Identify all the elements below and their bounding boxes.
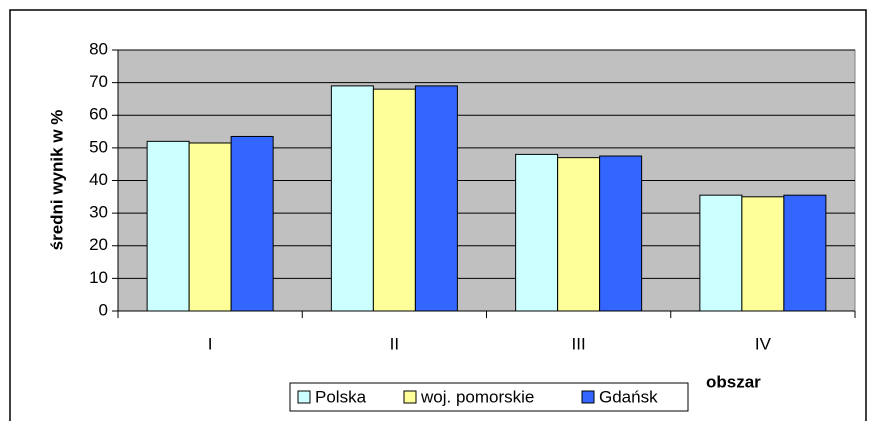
y-tick-label: 80 [89,39,108,58]
y-tick-label: 50 [89,137,108,156]
y-tick-label: 20 [89,235,108,254]
x-tick-label: III [572,334,586,353]
bar [414,85,458,312]
bar [146,140,190,312]
bar [330,85,374,312]
y-tick-label: 0 [99,300,108,319]
legend-label: woj. pomorskie [420,387,534,406]
bar [783,194,827,312]
y-tick-label: 30 [89,203,108,222]
y-tick-label: 70 [89,72,108,91]
y-axis-label: średni wynik w % [47,110,66,251]
legend-swatch [297,390,311,404]
y-tick-label: 40 [89,170,108,189]
legend-label: Polska [315,387,367,406]
bar [188,142,232,312]
bar [230,135,274,312]
bar [741,196,785,312]
legend-swatch [581,390,595,404]
legend-box [289,382,689,412]
bar [699,194,743,312]
y-tick-label: 10 [89,268,108,287]
x-tick-label: II [390,334,399,353]
bar [372,88,416,312]
bar [557,157,601,312]
bar [515,153,559,312]
bar [599,155,643,312]
x-tick-label: I [208,334,213,353]
x-axis-label: obszar [706,372,761,391]
legend-label: Gdańsk [599,387,658,406]
x-tick-label: IV [755,334,772,353]
legend-swatch [403,390,417,404]
y-tick-label: 60 [89,105,108,124]
